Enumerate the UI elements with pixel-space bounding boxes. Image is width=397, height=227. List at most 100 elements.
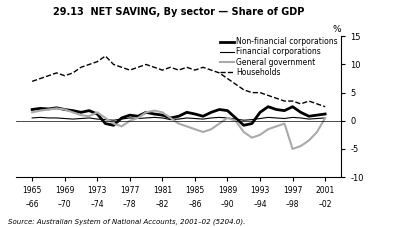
- Non-financial corporations: [46, 108, 51, 110]
- Non-financial corporations: [306, 115, 311, 118]
- General government: [38, 109, 42, 112]
- General government: [306, 139, 311, 142]
- Text: –66: –66: [25, 200, 39, 209]
- Line: Financial corporations: Financial corporations: [32, 117, 325, 120]
- Non-financial corporations: [241, 124, 246, 127]
- Non-financial corporations: [184, 111, 189, 114]
- Financial corporations: [111, 119, 116, 122]
- Text: 1989: 1989: [218, 186, 237, 195]
- Line: Households: Households: [32, 56, 325, 107]
- General government: [79, 114, 83, 116]
- Non-financial corporations: [209, 111, 214, 114]
- Financial corporations: [119, 118, 124, 121]
- Households: [46, 74, 51, 77]
- Households: [290, 100, 295, 102]
- General government: [290, 148, 295, 150]
- Non-financial corporations: [152, 113, 156, 115]
- General government: [54, 107, 59, 110]
- Non-financial corporations: [168, 117, 173, 119]
- Households: [160, 69, 165, 72]
- Non-financial corporations: [160, 114, 165, 116]
- General government: [209, 128, 214, 131]
- Financial corporations: [38, 116, 42, 119]
- Households: [225, 77, 230, 80]
- General government: [103, 117, 108, 119]
- Households: [38, 77, 42, 80]
- Text: –74: –74: [91, 200, 104, 209]
- Non-financial corporations: [30, 108, 35, 111]
- Non-financial corporations: [249, 122, 254, 125]
- Financial corporations: [168, 118, 173, 121]
- Text: –90: –90: [221, 200, 234, 209]
- Text: 1969: 1969: [55, 186, 74, 195]
- Households: [79, 66, 83, 69]
- Non-financial corporations: [290, 105, 295, 108]
- General government: [314, 131, 319, 133]
- Text: Source: Australian System of National Accounts, 2001–02 (5204.0).: Source: Australian System of National Ac…: [8, 218, 245, 225]
- Text: 1985: 1985: [185, 186, 204, 195]
- Households: [258, 91, 262, 94]
- Non-financial corporations: [282, 109, 287, 112]
- Financial corporations: [127, 117, 132, 119]
- General government: [249, 136, 254, 139]
- Households: [127, 69, 132, 72]
- Financial corporations: [225, 117, 230, 119]
- Non-financial corporations: [298, 111, 303, 114]
- Financial corporations: [200, 118, 205, 121]
- General government: [258, 133, 262, 136]
- Financial corporations: [184, 117, 189, 119]
- Households: [282, 100, 287, 102]
- Financial corporations: [193, 117, 197, 120]
- Households: [298, 103, 303, 105]
- Households: [176, 69, 181, 72]
- General government: [176, 122, 181, 125]
- Financial corporations: [103, 118, 108, 121]
- Text: –02: –02: [318, 200, 332, 209]
- Households: [323, 105, 328, 108]
- Non-financial corporations: [135, 115, 140, 118]
- Text: 29.13  NET SAVING, By sector — Share of GDP: 29.13 NET SAVING, By sector — Share of G…: [53, 7, 304, 17]
- Households: [119, 66, 124, 69]
- General government: [30, 111, 35, 114]
- Financial corporations: [144, 117, 148, 119]
- Financial corporations: [87, 117, 91, 119]
- Text: 1997: 1997: [283, 186, 302, 195]
- Financial corporations: [176, 118, 181, 121]
- Financial corporations: [258, 117, 262, 120]
- General government: [168, 117, 173, 119]
- Non-financial corporations: [274, 108, 279, 111]
- General government: [87, 115, 91, 118]
- Legend: Non-financial corporations, Financial corporations, General government, Househol: Non-financial corporations, Financial co…: [220, 37, 337, 77]
- General government: [274, 125, 279, 128]
- General government: [184, 125, 189, 128]
- Text: 1977: 1977: [120, 186, 139, 195]
- Households: [209, 69, 214, 72]
- Financial corporations: [79, 117, 83, 120]
- Financial corporations: [160, 117, 165, 119]
- Non-financial corporations: [70, 109, 75, 112]
- Households: [70, 72, 75, 74]
- Households: [30, 80, 35, 83]
- Non-financial corporations: [266, 105, 270, 108]
- Households: [144, 63, 148, 66]
- General government: [266, 128, 270, 131]
- Text: –70: –70: [58, 200, 71, 209]
- Financial corporations: [135, 117, 140, 120]
- Non-financial corporations: [62, 108, 67, 111]
- Non-financial corporations: [119, 117, 124, 119]
- General government: [193, 128, 197, 131]
- Text: 1981: 1981: [153, 186, 172, 195]
- Non-financial corporations: [38, 107, 42, 110]
- Financial corporations: [217, 116, 222, 119]
- Non-financial corporations: [103, 122, 108, 125]
- General government: [144, 111, 148, 114]
- General government: [119, 125, 124, 128]
- General government: [217, 122, 222, 125]
- General government: [160, 111, 165, 114]
- Financial corporations: [30, 117, 35, 119]
- General government: [233, 119, 238, 122]
- Non-financial corporations: [225, 109, 230, 112]
- Text: 1973: 1973: [88, 186, 107, 195]
- Non-financial corporations: [111, 124, 116, 127]
- Financial corporations: [306, 118, 311, 121]
